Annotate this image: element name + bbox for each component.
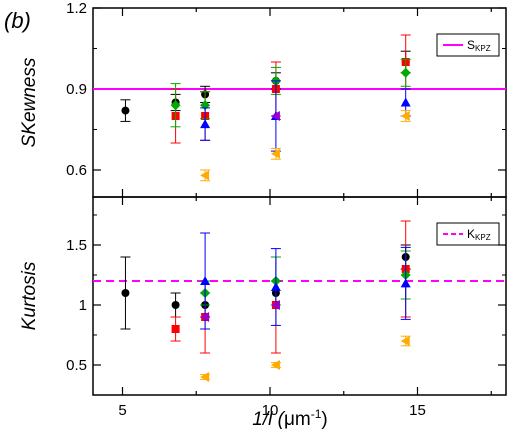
data-point <box>400 111 410 121</box>
data-point <box>270 360 280 370</box>
series-5 <box>200 110 411 182</box>
data-point <box>200 372 210 382</box>
x-axis-label: 1/l (μm-1) <box>252 407 327 430</box>
data-point <box>400 67 411 78</box>
kurtosis-y-axis-label: Kurtosis <box>19 261 40 330</box>
y-tick-label: 1.2 <box>66 0 87 17</box>
data-point <box>170 100 181 111</box>
data-point <box>171 301 180 309</box>
y-tick-label: 0.9 <box>66 81 87 98</box>
panel-tag: (b) <box>4 8 31 33</box>
series-4 <box>270 111 280 121</box>
data-point <box>171 325 180 333</box>
data-point <box>270 282 281 291</box>
data-point <box>270 111 280 121</box>
series-0 <box>120 50 411 122</box>
kurtosis-plot-frame <box>92 196 507 396</box>
data-point <box>121 106 130 115</box>
y-tick-label: 1.5 <box>66 237 87 254</box>
data-point <box>200 312 210 322</box>
skewness-panel: 0.6 0.9 1.2 SKPZ SKewness (b) <box>4 0 507 198</box>
series-0 <box>120 244 411 330</box>
x-tick-label: 5 <box>118 402 126 419</box>
data-point <box>200 276 211 285</box>
kurtosis-legend: KKPZ <box>436 222 500 246</box>
legend-box <box>436 33 500 57</box>
y-tick-label: 0.6 <box>66 162 87 179</box>
x-tick-label: 15 <box>409 402 426 419</box>
series-5 <box>200 335 411 382</box>
data-point <box>270 148 280 159</box>
series-1 <box>170 220 411 354</box>
legend-box <box>436 222 500 246</box>
skewness-legend: SKPZ <box>436 33 500 57</box>
data-point <box>400 97 411 107</box>
x-tick-label: 10 <box>262 402 279 419</box>
skewness-y-axis-label: SKewness <box>19 57 40 147</box>
y-tick-label: 0.5 <box>66 357 87 374</box>
series-2 <box>200 250 411 306</box>
y-tick-label: 1 <box>79 297 87 314</box>
data-point <box>270 300 280 310</box>
series-3 <box>200 80 411 152</box>
data-point <box>121 289 130 297</box>
series-4 <box>200 300 280 322</box>
data-point <box>400 278 411 288</box>
series-3 <box>200 232 411 330</box>
data-point <box>400 336 410 346</box>
kurtosis-panel: 0.5 1 1.5 5 10 15 KKPZ Kurtosis 1/l (μm-1) <box>19 196 507 430</box>
data-point <box>200 119 211 129</box>
data-point <box>200 170 210 181</box>
